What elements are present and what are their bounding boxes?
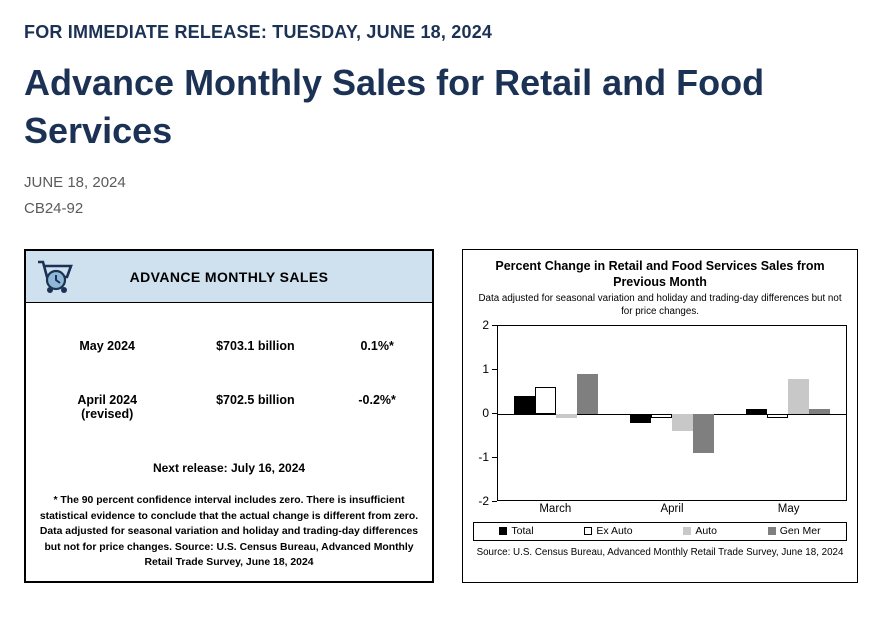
release-line: FOR IMMEDIATE RELEASE: TUESDAY, JUNE 18,…	[24, 22, 493, 42]
y-tick-label: 0	[482, 405, 489, 420]
next-release: Next release: July 16, 2024	[152, 461, 306, 476]
plot-area	[497, 324, 847, 501]
x-tick-label: April	[660, 502, 684, 515]
release-date: JUNE 18, 2024	[24, 174, 126, 192]
sales-header-title: ADVANCE MONTHLY SALES	[129, 268, 329, 285]
legend-item-gen-mer: Gen Mer	[767, 525, 821, 538]
sales-row-april: April 2024 (revised) $702.5 billion -0.2…	[26, 393, 432, 421]
sales-card-header: ADVANCE MONTHLY SALES	[26, 251, 432, 304]
bar-ex-auto-march	[534, 387, 556, 414]
bar-total-april	[630, 413, 651, 423]
bar-gen-mer-april	[693, 413, 714, 454]
y-tick-mark	[492, 412, 497, 414]
period-text: May 2024	[79, 339, 135, 354]
value-label: $703.1 billion	[216, 339, 295, 354]
y-tick-mark	[492, 324, 497, 326]
chart-title: Percent Change in Retail and Food Servic…	[495, 259, 825, 290]
y-axis: 2 1 0 -1 -2	[473, 318, 497, 508]
y-tick-mark	[492, 500, 497, 502]
period-label: May 2024	[26, 339, 188, 353]
page-title: Advance Monthly Sales for Retail and Foo…	[24, 62, 765, 151]
bar-ex-auto-may	[767, 413, 788, 419]
legend-item-auto: Auto	[683, 525, 717, 537]
sales-row-may: May 2024 $703.1 billion 0.1%*	[26, 339, 432, 353]
chart-subtitle: Data adjusted for seasonal variation and…	[478, 293, 842, 317]
legend-swatch	[584, 527, 593, 536]
x-axis-labels: March April May	[497, 503, 847, 519]
x-tick-label: May	[777, 502, 800, 515]
chart-card: Percent Change in Retail and Food Servic…	[462, 249, 858, 584]
legend-swatch	[767, 527, 776, 536]
release-number: CB24-92	[24, 200, 84, 218]
sales-card: ADVANCE MONTHLY SALES May 2024 $703.1 bi…	[24, 249, 434, 584]
period-label: April 2024 (revised)	[26, 393, 188, 421]
plot-wrap: March April May	[497, 324, 847, 519]
change-label: -0.2%*	[358, 393, 396, 408]
sales-footnote: * The 90 percent confidence interval inc…	[39, 495, 419, 569]
value-label: $702.5 billion	[216, 393, 295, 408]
bar-auto-april	[672, 413, 693, 432]
chart-source: Source: U.S. Census Bureau, Advanced Mon…	[476, 546, 844, 558]
legend-label: Ex Auto	[596, 525, 633, 538]
bar-auto-march	[555, 413, 577, 419]
y-tick-label: 2	[482, 317, 489, 332]
period-note: (revised)	[81, 407, 134, 422]
bar-total-march	[513, 396, 535, 414]
bar-auto-may	[788, 378, 809, 414]
legend-swatch	[683, 527, 692, 536]
y-tick-label: -2	[478, 493, 489, 508]
legend-label: Total	[511, 525, 534, 538]
y-tick-label: -1	[478, 449, 489, 464]
y-tick-mark	[492, 368, 497, 370]
content-cards: ADVANCE MONTHLY SALES May 2024 $703.1 bi…	[24, 249, 861, 584]
bar-gen-mer-march	[577, 374, 598, 414]
bar-gen-mer-may	[809, 409, 830, 414]
cart-clock-icon	[36, 258, 76, 296]
legend-swatch	[499, 527, 508, 536]
chart-legend: Total Ex Auto Auto Gen Mer	[473, 521, 847, 541]
legend-label: Auto	[695, 525, 717, 538]
bar-ex-auto-april	[651, 413, 672, 419]
bar-total-may	[746, 409, 767, 414]
change-label: 0.1%*	[360, 339, 394, 354]
x-tick-label: March	[539, 502, 572, 515]
y-tick-mark	[492, 456, 497, 458]
period-text: April 2024	[77, 393, 138, 408]
legend-item-ex-auto: Ex Auto	[584, 525, 633, 538]
press-release-page: FOR IMMEDIATE RELEASE: TUESDAY, JUNE 18,…	[24, 22, 861, 584]
bar-chart: 2 1 0 -1 -2 March April May	[473, 318, 847, 519]
legend-label: Gen Mer	[779, 525, 821, 538]
legend-item-total: Total	[499, 525, 534, 538]
y-tick-label: 1	[482, 361, 489, 376]
